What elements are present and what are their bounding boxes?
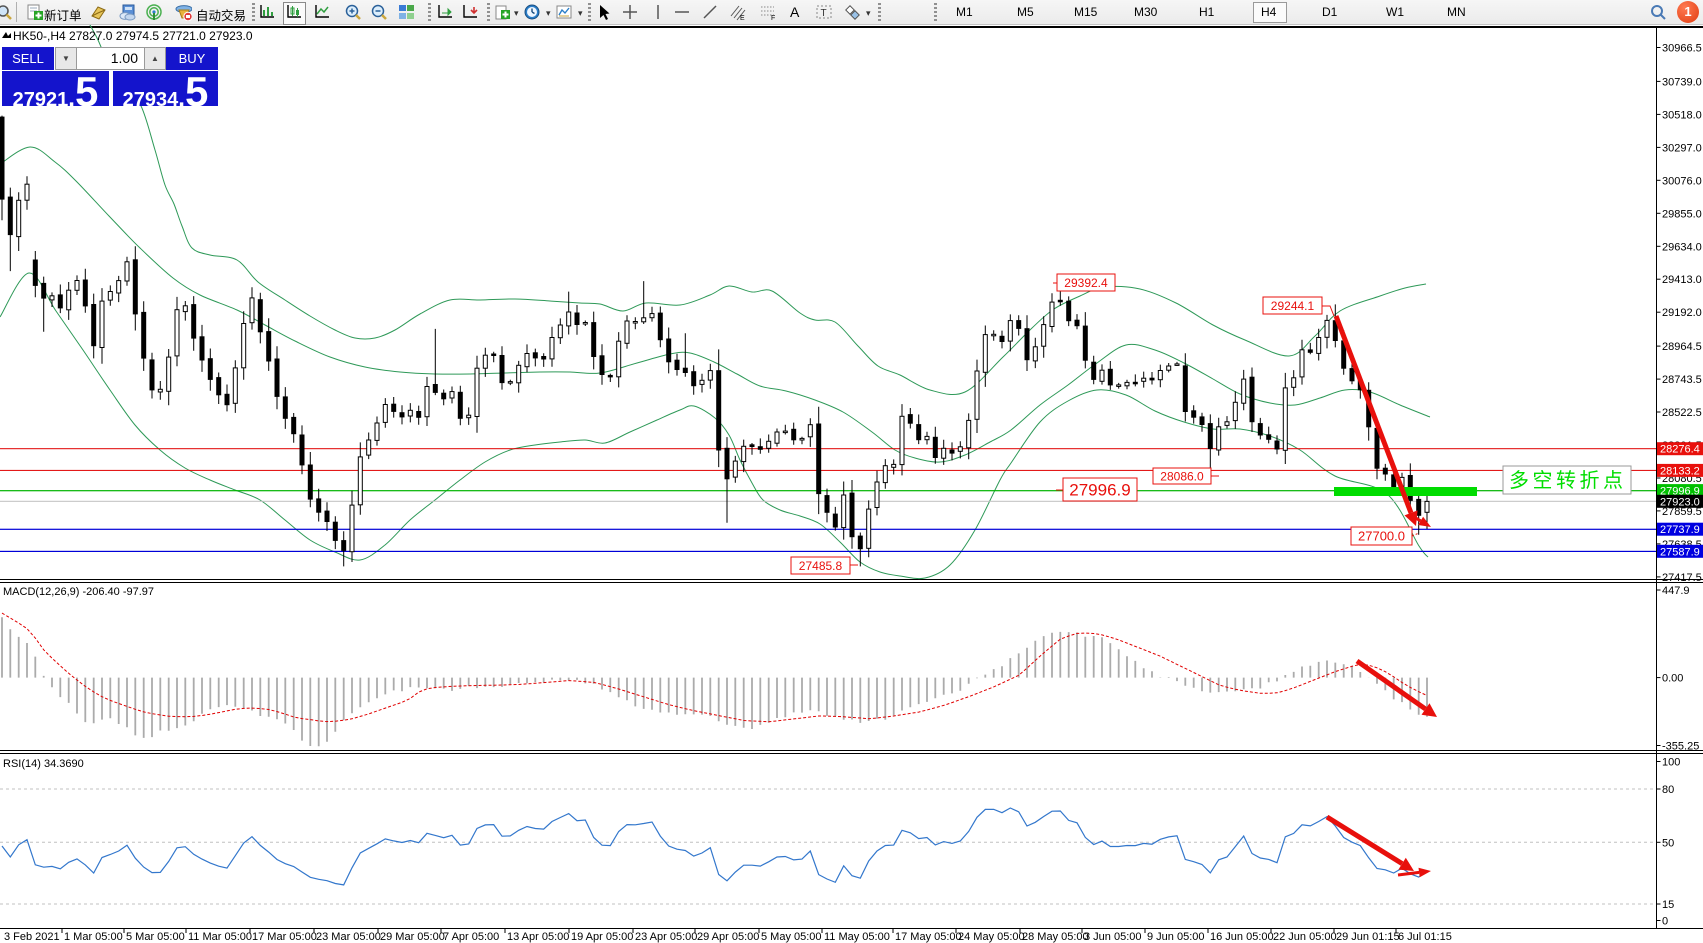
svg-text:30297.0: 30297.0 bbox=[1662, 142, 1702, 154]
svg-text:27587.9: 27587.9 bbox=[1660, 546, 1700, 558]
svg-text:447.9: 447.9 bbox=[1662, 585, 1690, 597]
svg-text:0: 0 bbox=[1662, 916, 1668, 928]
svg-text:T: T bbox=[821, 8, 827, 19]
svg-text:30518.0: 30518.0 bbox=[1662, 109, 1702, 121]
svg-text:27485.8: 27485.8 bbox=[799, 559, 843, 573]
svg-text:22 Jun 05:00: 22 Jun 05:00 bbox=[1273, 931, 1337, 943]
svg-text:29413.0: 29413.0 bbox=[1662, 274, 1702, 286]
svg-text:28 May 05:00: 28 May 05:00 bbox=[1022, 931, 1089, 943]
svg-text:27996.9: 27996.9 bbox=[1069, 481, 1130, 500]
svg-text:MACD(12,26,9) -206.40 -97.97: MACD(12,26,9) -206.40 -97.97 bbox=[3, 586, 154, 598]
svg-text:28964.5: 28964.5 bbox=[1662, 341, 1702, 353]
svg-text:80: 80 bbox=[1662, 784, 1674, 796]
svg-text:28276.4: 28276.4 bbox=[1660, 444, 1700, 456]
svg-text:11 May 05:00: 11 May 05:00 bbox=[824, 931, 890, 943]
svg-text:28086.0: 28086.0 bbox=[1160, 469, 1204, 483]
svg-text:3 Jun 05:00: 3 Jun 05:00 bbox=[1084, 931, 1142, 943]
svg-text:29 Apr 05:00: 29 Apr 05:00 bbox=[697, 931, 759, 943]
svg-text:29855.0: 29855.0 bbox=[1662, 208, 1702, 220]
svg-text:50: 50 bbox=[1662, 837, 1674, 849]
svg-text:0.00: 0.00 bbox=[1662, 673, 1683, 685]
svg-text:5 Mar 05:00: 5 Mar 05:00 bbox=[126, 931, 185, 943]
svg-text:23 Apr 05:00: 23 Apr 05:00 bbox=[635, 931, 697, 943]
svg-text:RSI(14) 34.3690: RSI(14) 34.3690 bbox=[3, 758, 84, 770]
svg-text:27700.0: 27700.0 bbox=[1358, 529, 1405, 544]
svg-text:11 Mar 05:00: 11 Mar 05:00 bbox=[188, 931, 252, 943]
svg-text:28133.2: 28133.2 bbox=[1660, 465, 1700, 477]
svg-text:29 Mar 05:00: 29 Mar 05:00 bbox=[380, 931, 445, 943]
svg-text:27417.5: 27417.5 bbox=[1662, 572, 1702, 584]
svg-text:17 Mar 05:00: 17 Mar 05:00 bbox=[252, 931, 317, 943]
svg-text:100: 100 bbox=[1662, 757, 1680, 769]
svg-text:13 Apr 05:00: 13 Apr 05:00 bbox=[507, 931, 569, 943]
svg-text:9 Jun 05:00: 9 Jun 05:00 bbox=[1147, 931, 1205, 943]
svg-text:29392.4: 29392.4 bbox=[1064, 276, 1108, 290]
svg-text:5 May 05:00: 5 May 05:00 bbox=[761, 931, 822, 943]
svg-text:15: 15 bbox=[1662, 899, 1674, 911]
svg-text:多空转折点: 多空转折点 bbox=[1509, 469, 1627, 492]
svg-text:28522.5: 28522.5 bbox=[1662, 407, 1702, 419]
svg-text:17 May 05:00: 17 May 05:00 bbox=[895, 931, 962, 943]
svg-text:24 May 05:00: 24 May 05:00 bbox=[958, 931, 1025, 943]
svg-text:29 Jun 01:15: 29 Jun 01:15 bbox=[1336, 931, 1400, 943]
svg-text:1 Mar 05:00: 1 Mar 05:00 bbox=[64, 931, 123, 943]
svg-text:28743.5: 28743.5 bbox=[1662, 374, 1702, 386]
svg-text:30076.0: 30076.0 bbox=[1662, 175, 1702, 187]
svg-text:27923.0: 27923.0 bbox=[1660, 496, 1700, 508]
svg-text:16 Jun 05:00: 16 Jun 05:00 bbox=[1210, 931, 1274, 943]
svg-text:F: F bbox=[771, 15, 775, 21]
svg-text:29634.0: 29634.0 bbox=[1662, 241, 1702, 253]
svg-text:3 Feb 2021: 3 Feb 2021 bbox=[4, 931, 60, 943]
svg-text:7 Apr 05:00: 7 Apr 05:00 bbox=[443, 931, 499, 943]
svg-text:27859.5: 27859.5 bbox=[1662, 506, 1702, 518]
svg-text:29244.1: 29244.1 bbox=[1271, 299, 1315, 313]
svg-text:6 Jul 01:15: 6 Jul 01:15 bbox=[1398, 931, 1452, 943]
svg-text:29192.0: 29192.0 bbox=[1662, 307, 1702, 319]
svg-text:HK50-,H4 27827.0 27974.5 2772: HK50-,H4 27827.0 27974.5 27721.0 27923.0 bbox=[13, 29, 253, 43]
svg-text:27996.9: 27996.9 bbox=[1660, 486, 1700, 498]
svg-text:27737.9: 27737.9 bbox=[1660, 524, 1700, 536]
svg-text:30739.0: 30739.0 bbox=[1662, 76, 1702, 88]
svg-text:-355.25: -355.25 bbox=[1662, 741, 1699, 753]
svg-text:19 Apr 05:00: 19 Apr 05:00 bbox=[571, 931, 633, 943]
svg-text:E: E bbox=[740, 15, 745, 21]
svg-text:23 Mar 05:00: 23 Mar 05:00 bbox=[316, 931, 381, 943]
svg-text:30966.5: 30966.5 bbox=[1662, 43, 1702, 55]
